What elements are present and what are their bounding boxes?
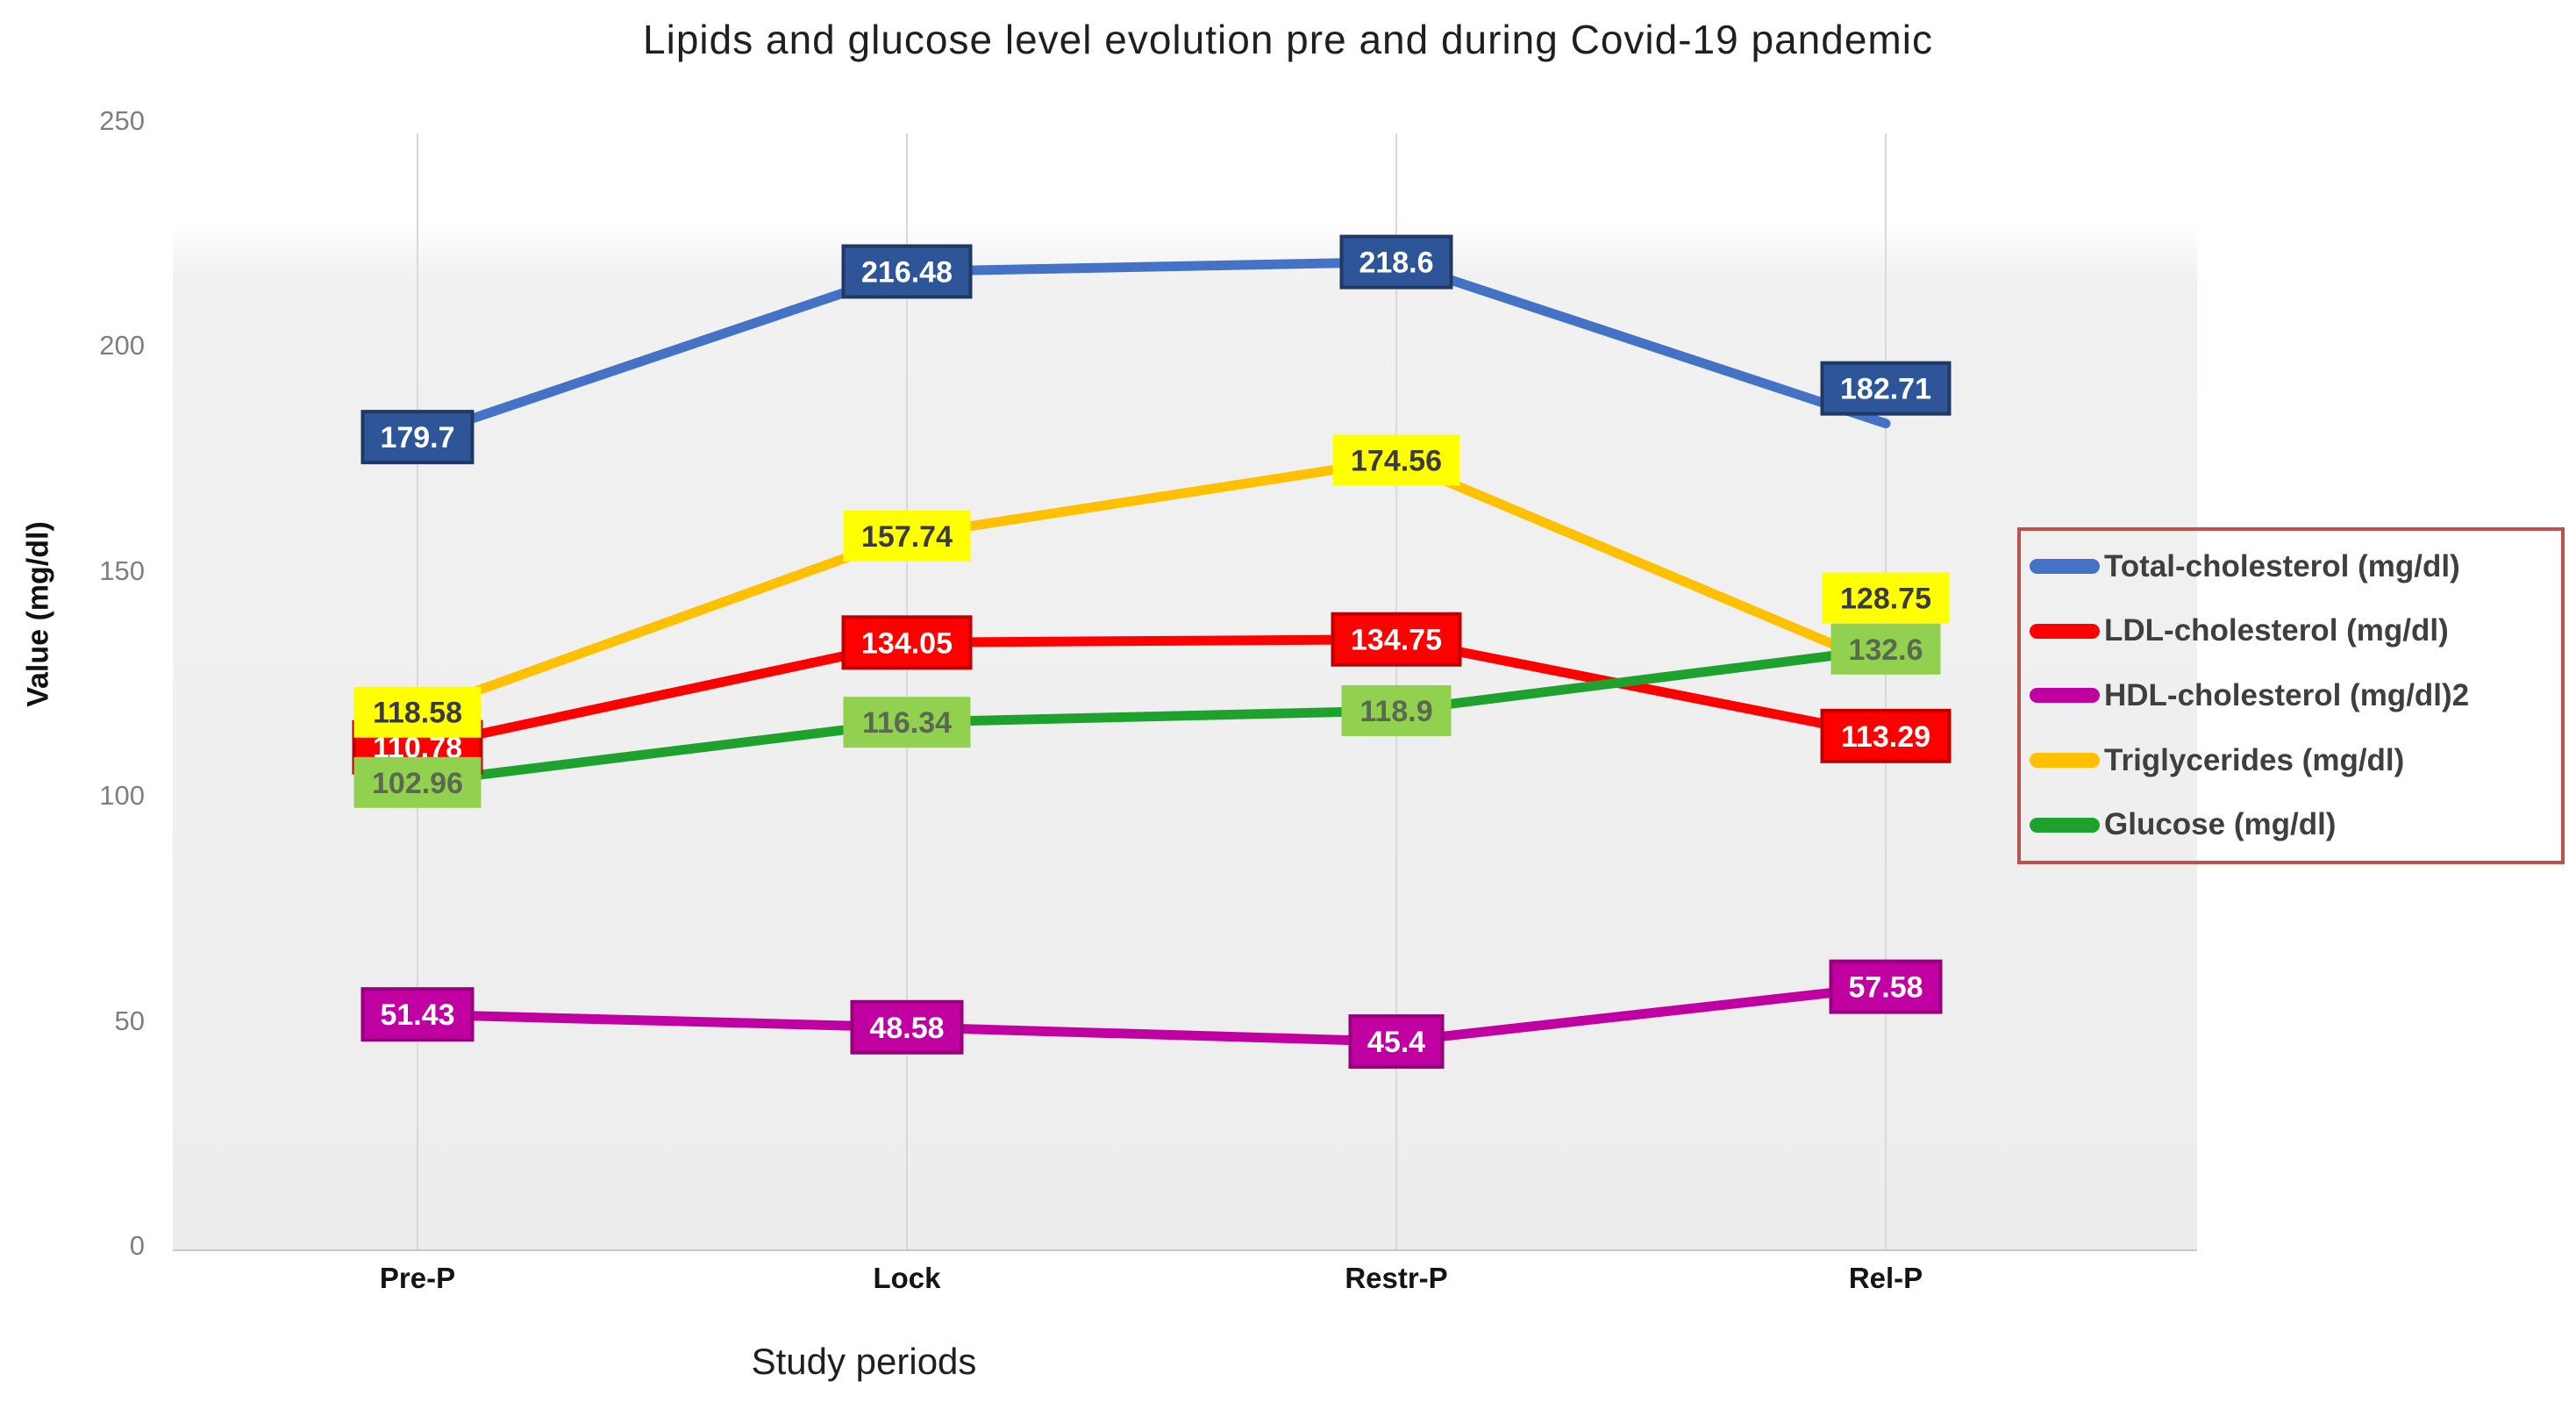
y-tick-label-0: 0 xyxy=(129,1230,145,1261)
x-category-label-Lock: Lock xyxy=(873,1262,941,1294)
data-label-Triglycerides (mg/dl)-Restr-P: 174.56 xyxy=(1332,434,1460,486)
chart-title: Lipids and glucose level evolution pre a… xyxy=(643,17,1933,62)
legend-swatch-icon xyxy=(2030,623,2100,639)
data-label-LDL-cholesterol (mg/dl)-Lock: 134.05 xyxy=(841,615,973,670)
data-label-Total-cholesterol (mg/dl)-Restr-P: 218.6 xyxy=(1339,234,1453,290)
svg-text:216.48: 216.48 xyxy=(861,255,953,289)
legend-item-Total-cholesterol (mg/dl): Total-cholesterol (mg/dl) xyxy=(2030,549,2561,584)
data-label-Glucose (mg/dl)-Lock: 116.34 xyxy=(843,697,971,748)
svg-text:51.43: 51.43 xyxy=(380,998,454,1032)
legend-swatch-icon xyxy=(2030,559,2100,575)
series-line-HDL-cholesterol (mg/dl)2 xyxy=(412,982,1891,1047)
legend-item-LDL-cholesterol (mg/dl): LDL-cholesterol (mg/dl) xyxy=(2030,613,2561,648)
svg-text:179.7: 179.7 xyxy=(380,421,454,454)
svg-text:134.05: 134.05 xyxy=(861,626,953,660)
svg-text:128.75: 128.75 xyxy=(1840,583,1931,616)
series-line-Triglycerides (mg/dl) xyxy=(412,455,1891,718)
data-label-HDL-cholesterol (mg/dl)2-Rel-P: 57.58 xyxy=(1829,959,1943,1014)
data-label-Triglycerides (mg/dl)-Lock: 157.74 xyxy=(843,510,971,562)
legend-label: Glucose (mg/dl) xyxy=(2104,807,2337,842)
data-label-Glucose (mg/dl)-Rel-P: 132.6 xyxy=(1830,623,1941,675)
data-label-Glucose (mg/dl)-Pre-P: 102.96 xyxy=(353,756,482,808)
svg-text:113.29: 113.29 xyxy=(1841,720,1930,754)
y-tick-label-250: 250 xyxy=(99,104,145,136)
y-tick-label-50: 50 xyxy=(114,1005,145,1036)
legend-label: Total-cholesterol (mg/dl) xyxy=(2104,548,2460,583)
series-line-Glucose (mg/dl) xyxy=(412,644,1891,788)
svg-text:48.58: 48.58 xyxy=(869,1012,944,1045)
legend: Total-cholesterol (mg/dl) LDL-cholesterol… xyxy=(2017,527,2565,864)
svg-text:134.75: 134.75 xyxy=(1351,624,1442,657)
data-label-LDL-cholesterol (mg/dl)-Rel-P: 113.29 xyxy=(1820,708,1952,763)
svg-text:157.74: 157.74 xyxy=(861,520,953,554)
x-category-label-Rel-P: Rel-P xyxy=(1848,1262,1923,1294)
data-label-HDL-cholesterol (mg/dl)2-Lock: 48.58 xyxy=(850,999,964,1055)
data-label-Triglycerides (mg/dl)-Pre-P: 118.58 xyxy=(353,686,482,738)
legend-label: LDL-cholesterol (mg/dl) xyxy=(2104,613,2449,648)
series-line-LDL-cholesterol (mg/dl) xyxy=(412,634,1891,753)
x-category-label-Pre-P: Pre-P xyxy=(379,1262,456,1294)
x-axis-title: Study periods xyxy=(751,1341,977,1382)
legend-item-HDL-cholesterol (mg/dl)2: HDL-cholesterol (mg/dl)2 xyxy=(2030,678,2561,713)
legend-item-Triglycerides (mg/dl): Triglycerides (mg/dl) xyxy=(2030,743,2561,778)
y-tick-label-150: 150 xyxy=(99,555,145,586)
svg-text:182.71: 182.71 xyxy=(1840,373,1931,406)
legend-swatch-icon xyxy=(2030,753,2100,769)
svg-text:57.58: 57.58 xyxy=(1848,971,1923,1005)
svg-text:116.34: 116.34 xyxy=(862,706,952,740)
svg-text:118.58: 118.58 xyxy=(373,697,462,730)
data-label-Triglycerides (mg/dl)-Rel-P: 128.75 xyxy=(1822,572,1950,624)
data-label-Total-cholesterol (mg/dl)-Lock: 216.48 xyxy=(841,244,973,299)
series-line-Total-cholesterol (mg/dl) xyxy=(412,257,1891,442)
y-tick-label-100: 100 xyxy=(99,780,145,811)
svg-text:45.4: 45.4 xyxy=(1367,1026,1425,1059)
svg-text:132.6: 132.6 xyxy=(1848,633,1923,667)
x-category-label-Restr-P: Restr-P xyxy=(1345,1262,1448,1294)
data-label-Glucose (mg/dl)-Restr-P: 118.9 xyxy=(1341,685,1452,737)
svg-text:174.56: 174.56 xyxy=(1351,445,1442,478)
data-label-HDL-cholesterol (mg/dl)2-Restr-P: 45.4 xyxy=(1348,1014,1445,1070)
data-label-HDL-cholesterol (mg/dl)2-Pre-P: 51.43 xyxy=(360,987,475,1042)
plot-background xyxy=(173,120,2197,1250)
data-label-Total-cholesterol (mg/dl)-Rel-P: 182.71 xyxy=(1820,361,1952,416)
data-label-LDL-cholesterol (mg/dl)-Restr-P: 134.75 xyxy=(1331,612,1462,667)
legend-label: Triglycerides (mg/dl) xyxy=(2104,742,2405,777)
legend-label: HDL-cholesterol (mg/dl)2 xyxy=(2104,677,2470,712)
legend-swatch-icon xyxy=(2030,817,2100,833)
svg-text:118.9: 118.9 xyxy=(1359,695,1432,728)
legend-swatch-icon xyxy=(2030,688,2100,704)
y-tick-label-200: 200 xyxy=(99,330,145,361)
svg-text:102.96: 102.96 xyxy=(372,767,463,800)
data-label-Total-cholesterol (mg/dl)-Pre-P: 179.7 xyxy=(360,410,475,465)
legend-item-Glucose (mg/dl): Glucose (mg/dl) xyxy=(2030,807,2561,842)
svg-text:218.6: 218.6 xyxy=(1359,247,1433,280)
